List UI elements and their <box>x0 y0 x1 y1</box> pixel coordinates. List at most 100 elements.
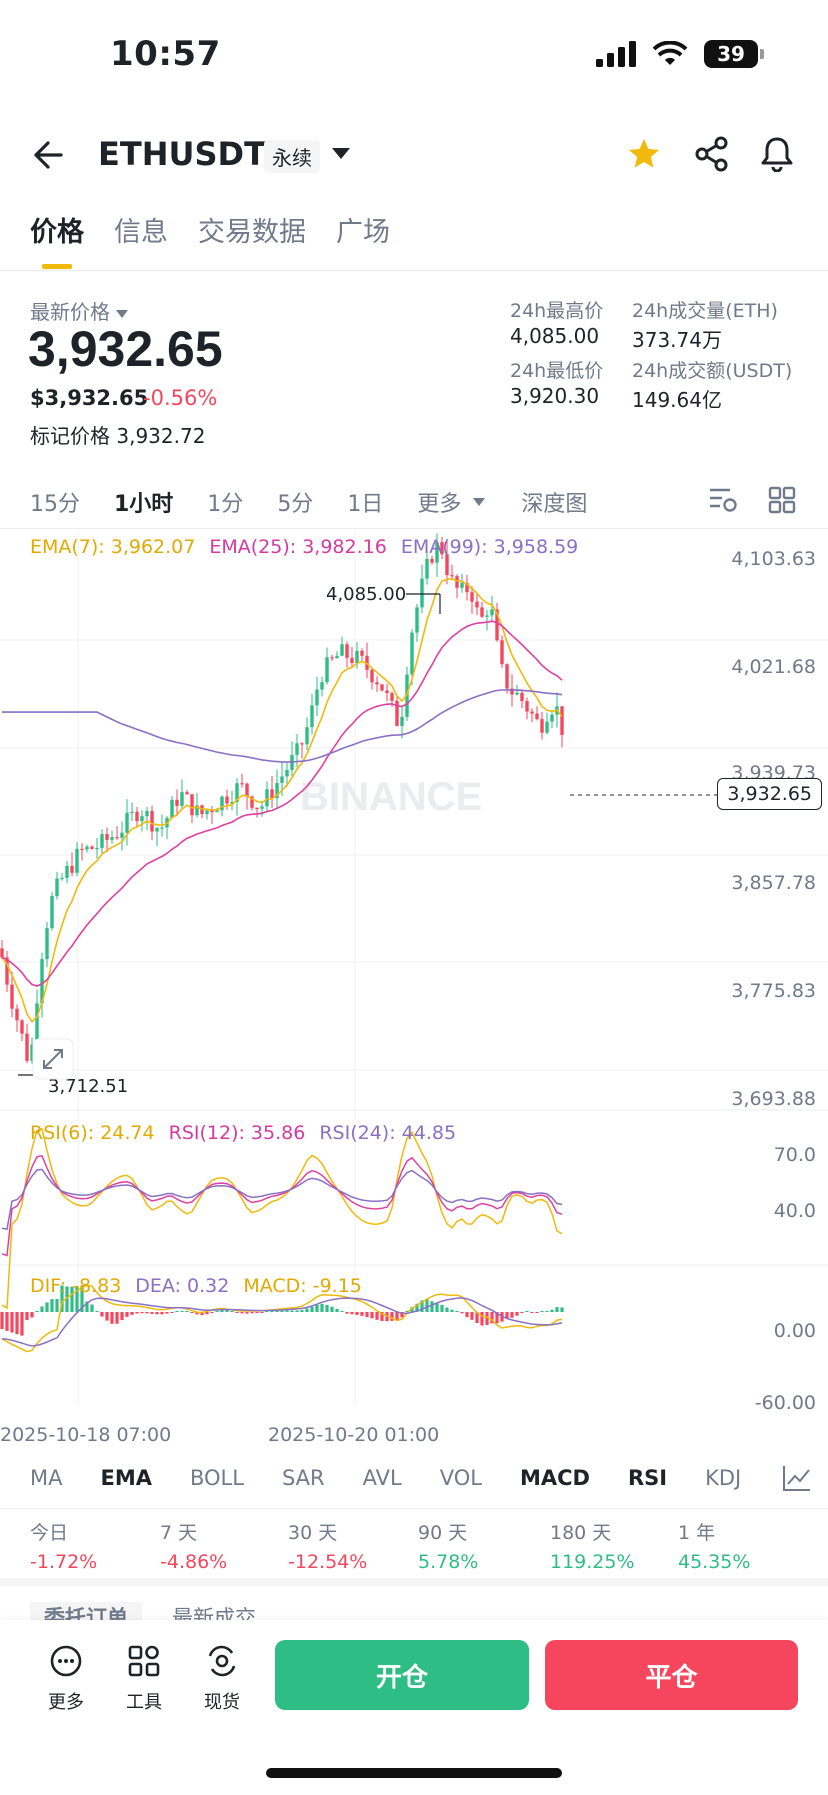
ema-line <box>2 689 563 763</box>
interval-1d[interactable]: 1日 <box>347 492 384 517</box>
return-180d: 180 天 119.25% <box>550 1518 635 1573</box>
ema-lines-layer <box>1 577 563 1023</box>
indicator-sar[interactable]: SAR <box>281 1466 325 1490</box>
macd-histogram-bar <box>530 1312 534 1313</box>
share-icon[interactable] <box>694 136 730 172</box>
more-button[interactable]: 更多 <box>34 1644 98 1714</box>
depth-chart-tab[interactable]: 深度图 <box>521 492 588 517</box>
open-position-button[interactable]: 开仓 <box>275 1640 529 1710</box>
symbol-title[interactable]: ETHUSDT <box>98 135 266 173</box>
macd-histogram-bar <box>55 1298 59 1312</box>
wifi-icon <box>652 41 688 65</box>
candle-body <box>55 878 59 897</box>
macd-histogram-bar <box>240 1312 244 1314</box>
ema7-label: EMA(7): 3,962.07 <box>30 536 196 558</box>
back-arrow-icon[interactable] <box>30 138 64 172</box>
rsi12-label: RSI(12): 35.86 <box>168 1122 306 1144</box>
low-24h-value: 3,920.30 <box>510 384 600 408</box>
macd-histogram-bar <box>230 1311 234 1312</box>
interval-more[interactable]: 更多 <box>417 492 462 517</box>
candle-body <box>505 664 509 689</box>
candle-body <box>215 810 219 813</box>
candle-body <box>80 848 84 851</box>
favorite-star-icon[interactable] <box>626 136 662 172</box>
macd-histogram-bar <box>515 1312 519 1316</box>
interval-more-caret-icon[interactable] <box>473 498 486 506</box>
macd-histogram-bar <box>175 1311 179 1312</box>
order-tabs: 委托订单 最新成交 <box>30 1602 256 1624</box>
tab-square[interactable]: 广场 <box>336 217 390 248</box>
return-value: -4.86% <box>160 1551 228 1573</box>
indicator-settings-icon[interactable] <box>782 1464 812 1492</box>
chart-watermark: BINANCE <box>300 775 482 819</box>
interval-5m[interactable]: 5分 <box>277 492 314 517</box>
indicator-macd[interactable]: MACD <box>519 1466 590 1490</box>
macd-histogram-bar <box>390 1312 394 1321</box>
candle-body <box>25 1033 29 1061</box>
candle-body <box>155 828 159 832</box>
layout-grid-icon[interactable] <box>768 486 796 514</box>
candle-body <box>220 796 224 811</box>
tab-latest-trades[interactable]: 最新成交 <box>172 1606 256 1624</box>
macd-histogram-bar <box>120 1312 124 1321</box>
tabs-divider <box>0 270 828 271</box>
candle-body <box>125 812 129 833</box>
kline-chart[interactable]: BINANCE <box>0 530 828 1420</box>
candle-body <box>150 810 154 832</box>
candles-layer <box>0 533 564 1064</box>
close-position-button[interactable]: 平仓 <box>545 1640 798 1710</box>
candle-body <box>285 769 289 777</box>
macd-histogram-bar <box>270 1311 274 1312</box>
tab-price[interactable]: 价格 <box>30 210 84 269</box>
interval-1h[interactable]: 1小时 <box>114 492 174 517</box>
macd-histogram-bar <box>260 1312 264 1313</box>
high-24h-value: 4,085.00 <box>510 324 600 348</box>
latest-price-label[interactable]: 最新价格 <box>30 296 128 325</box>
macd-histogram-bar <box>550 1309 554 1312</box>
indicator-divider <box>0 1508 828 1509</box>
candle-body <box>5 957 9 985</box>
tab-info[interactable]: 信息 <box>114 217 168 248</box>
latest-price-label-text: 最新价格 <box>30 300 110 324</box>
tab-trading-data[interactable]: 交易数据 <box>198 217 306 248</box>
return-today: 今日 -1.72% <box>30 1518 97 1573</box>
candle-body <box>450 575 454 577</box>
macd-histogram-bar <box>555 1307 559 1312</box>
candle-body <box>495 609 499 641</box>
macd-histogram-bar <box>505 1312 509 1319</box>
interval-15m[interactable]: 15分 <box>30 492 80 517</box>
mark-price: 标记价格 3,932.72 <box>30 420 205 449</box>
tools-button[interactable]: 工具 <box>112 1644 176 1714</box>
macd-histogram-bar <box>435 1303 439 1312</box>
indicator-rsi[interactable]: RSI <box>627 1466 668 1490</box>
indicator-ma[interactable]: MA <box>30 1466 63 1490</box>
macd-histogram-bar <box>490 1312 494 1324</box>
ema99-label: EMA(99): 3,958.59 <box>400 536 579 558</box>
notification-bell-icon[interactable] <box>760 136 794 172</box>
macd-histogram-bar <box>60 1285 64 1312</box>
interval-1m[interactable]: 1分 <box>207 492 244 517</box>
candle-body <box>50 896 54 929</box>
tools-label: 工具 <box>126 1692 162 1713</box>
candle-body <box>320 682 324 690</box>
macd-histogram-bar <box>475 1312 479 1323</box>
indicator-avl[interactable]: AVL <box>362 1466 402 1490</box>
symbol-dropdown-icon[interactable] <box>332 148 350 159</box>
indicator-ema[interactable]: EMA <box>100 1466 152 1490</box>
candle-body <box>385 690 389 694</box>
macd-axis-tick: 0.00 <box>773 1320 816 1342</box>
chart-settings-icon[interactable] <box>708 486 738 514</box>
macd-histogram-bar <box>355 1312 359 1315</box>
chart-top-divider <box>0 528 828 529</box>
indicator-boll[interactable]: BOLL <box>189 1466 244 1490</box>
expand-chart-icon[interactable] <box>32 1038 74 1080</box>
spot-button[interactable]: 现货 <box>190 1644 254 1714</box>
dea-line <box>1 1297 563 1347</box>
tab-open-orders[interactable]: 委托订单 <box>30 1602 142 1624</box>
candle-body <box>545 721 549 733</box>
indicator-kdj[interactable]: KDJ <box>705 1466 742 1490</box>
price-type-dropdown-icon <box>116 309 128 318</box>
battery-icon: 39 <box>704 40 764 68</box>
indicator-vol[interactable]: VOL <box>439 1466 482 1490</box>
cellular-signal-icon <box>596 41 636 67</box>
